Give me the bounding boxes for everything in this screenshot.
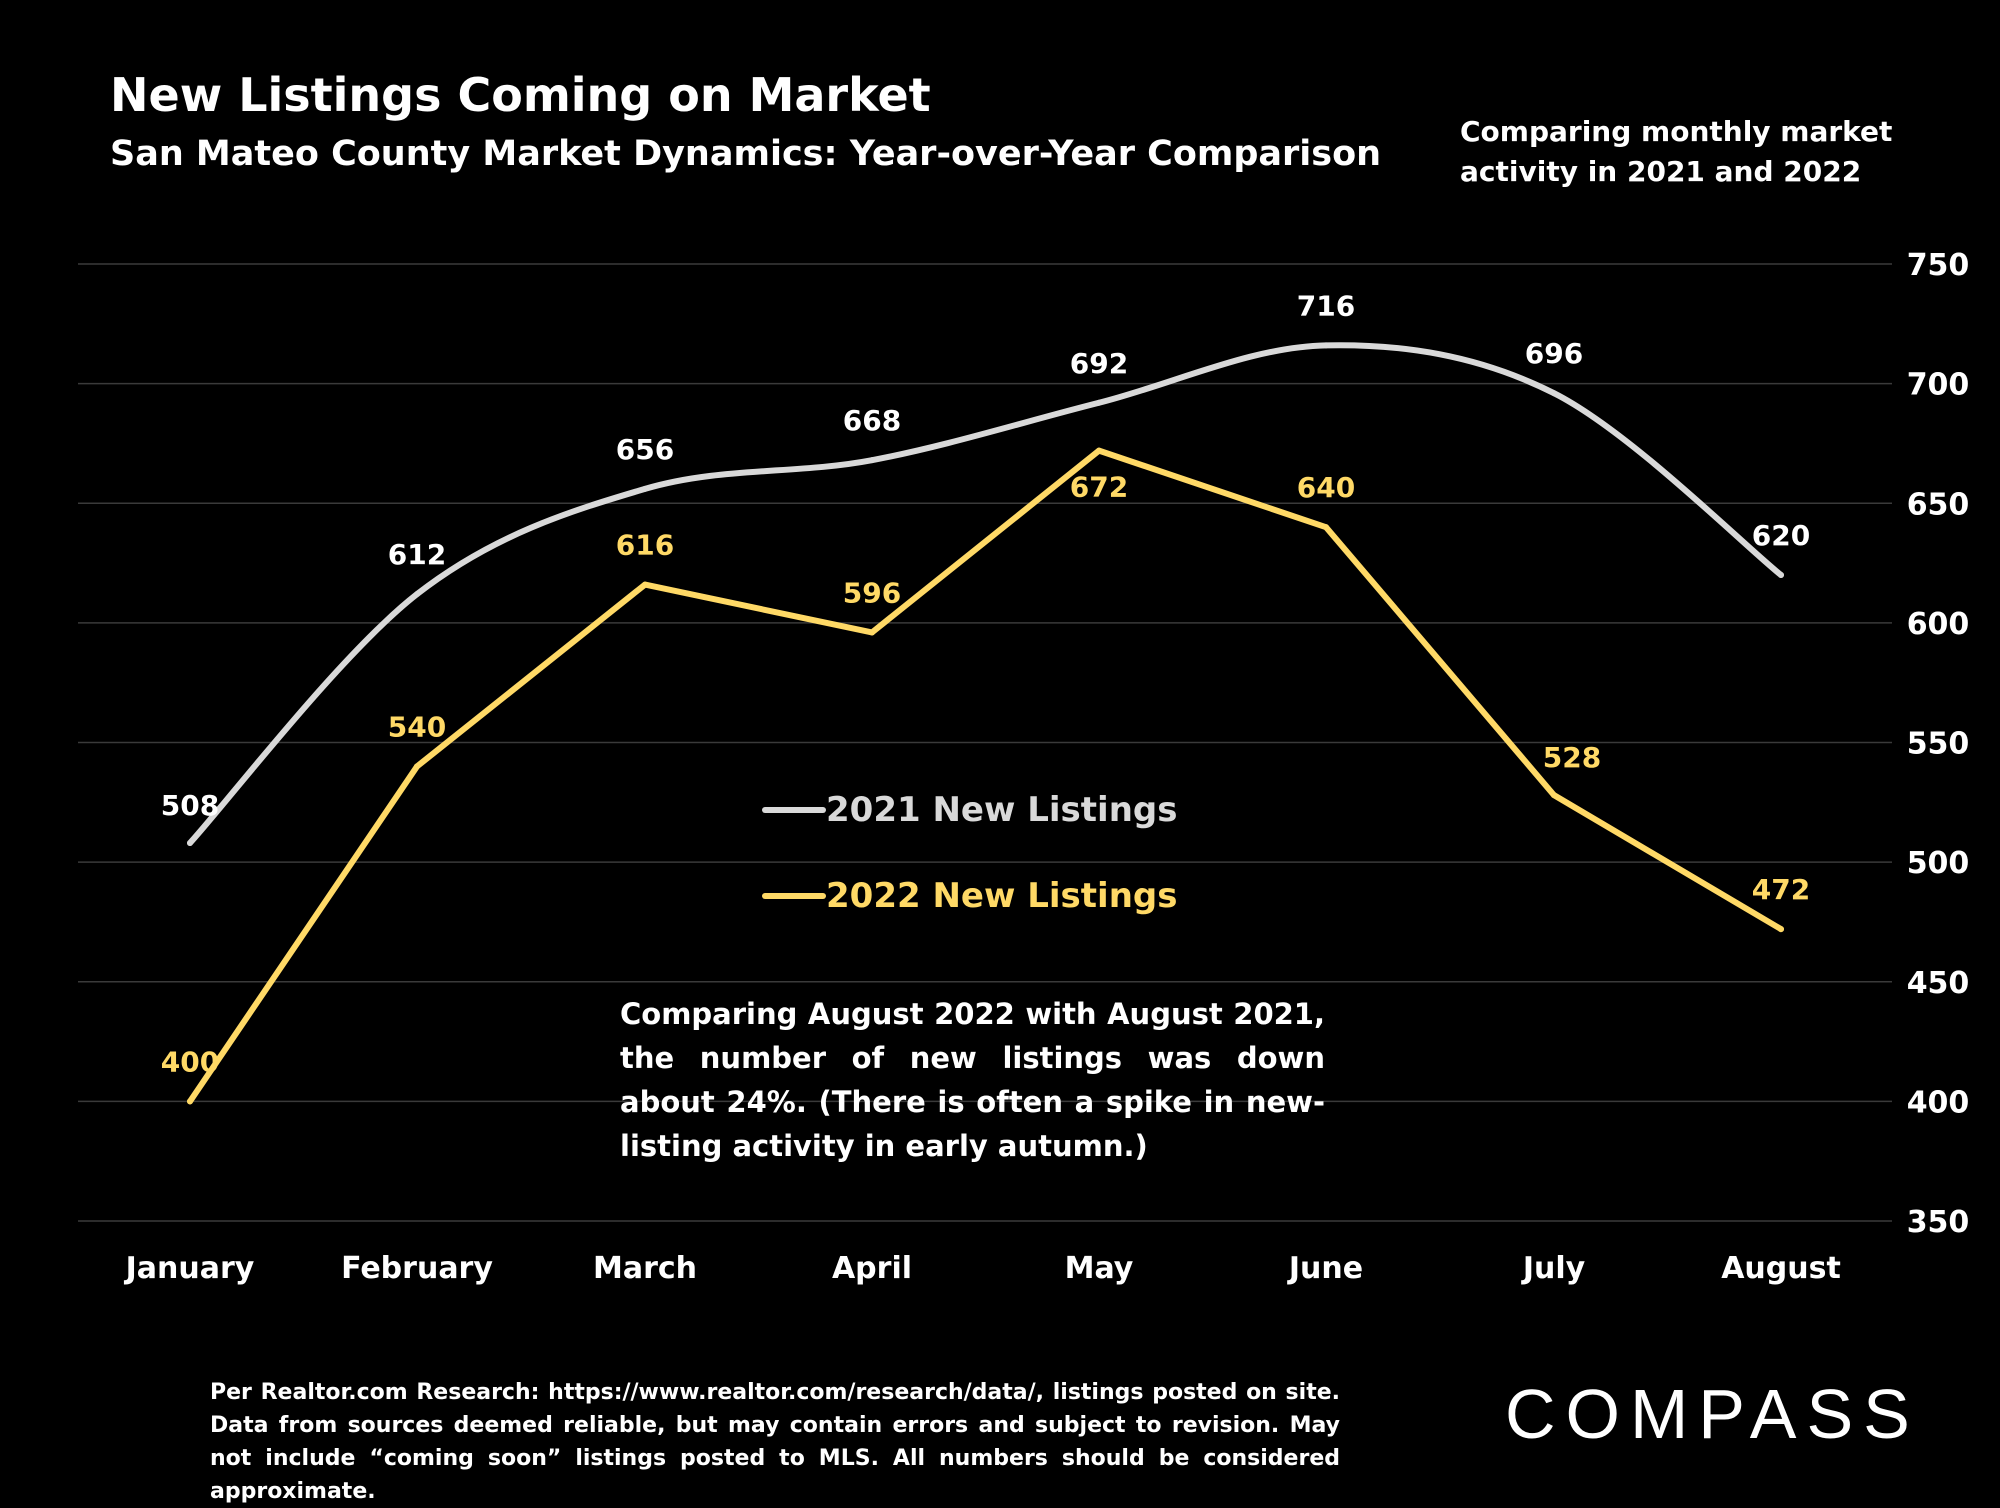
- y-tick-label: 550: [1907, 727, 1970, 762]
- x-tick-label: February: [341, 1251, 493, 1286]
- data-point: [869, 457, 875, 464]
- y-tick-label: 700: [1907, 368, 1970, 403]
- data-point: [1323, 342, 1329, 349]
- x-tick-label: June: [1287, 1251, 1363, 1286]
- side-note: Comparing monthly market activity in 202…: [1460, 115, 1893, 188]
- data-label: 672: [1070, 471, 1128, 504]
- data-point: [414, 763, 420, 770]
- data-label: 696: [1525, 337, 1583, 370]
- legend-label-2021: 2021 New Listings: [826, 790, 1178, 830]
- data-point: [1096, 447, 1102, 454]
- data-point: [1778, 572, 1784, 579]
- legend-item-2021: 2021 New Listings: [762, 790, 1177, 830]
- data-point: [1778, 926, 1784, 933]
- data-label: 472: [1752, 873, 1810, 906]
- x-tick-label: July: [1521, 1251, 1586, 1286]
- data-label: 596: [843, 576, 901, 609]
- y-tick-label: 400: [1907, 1085, 1970, 1120]
- x-tick-label: August: [1721, 1251, 1841, 1286]
- data-point: [642, 485, 648, 492]
- y-tick-label: 750: [1907, 248, 1970, 283]
- data-point: [187, 839, 193, 846]
- line-chart: 350 400 450 500 550 600 650 700 750 January Februa…: [78, 248, 1970, 1286]
- x-tick-label: May: [1065, 1251, 1134, 1286]
- chart-title: New Listings Coming on Market: [110, 68, 931, 122]
- data-label: 508: [161, 789, 219, 822]
- data-point: [1323, 524, 1329, 531]
- series-line-2022: [187, 447, 1784, 1105]
- y-tick-label: 450: [1907, 966, 1970, 1001]
- legend-swatch-2021: [762, 807, 826, 813]
- data-label: 616: [616, 529, 674, 562]
- data-point: [1551, 390, 1557, 397]
- source-footnote: Per Realtor.com Research: https://www.re…: [210, 1380, 1340, 1504]
- data-point: [1551, 792, 1557, 799]
- data-label: 692: [1070, 347, 1128, 380]
- data-point: [869, 629, 875, 636]
- data-label: 668: [843, 404, 901, 437]
- y-tick-label: 600: [1907, 607, 1970, 642]
- legend-swatch-2022: [762, 893, 826, 899]
- data-label: 540: [388, 710, 446, 743]
- x-tick-label: April: [832, 1251, 912, 1286]
- data-label: 640: [1297, 471, 1355, 504]
- y-tick-label: 500: [1907, 846, 1970, 881]
- data-label: 528: [1543, 741, 1601, 774]
- data-label: 612: [388, 538, 446, 571]
- chart-subtitle: San Mateo County Market Dynamics: Year-o…: [110, 134, 1382, 174]
- x-tick-label: March: [593, 1251, 697, 1286]
- data-point: [414, 591, 420, 598]
- data-label: 656: [616, 433, 674, 466]
- legend-label-2022: 2022 New Listings: [826, 876, 1178, 916]
- data-label: 620: [1752, 519, 1810, 552]
- y-tick-label: 650: [1907, 487, 1970, 522]
- legend-item-2022: 2022 New Listings: [762, 876, 1177, 916]
- data-label: 716: [1297, 289, 1355, 322]
- y-tick-label: 350: [1907, 1205, 1970, 1240]
- annotation-text: Comparing August 2022 with August 2021, …: [620, 997, 1325, 1163]
- x-tick-label: January: [124, 1251, 255, 1286]
- data-point: [187, 1098, 193, 1105]
- compass-logo: COMPASS: [1505, 1375, 1915, 1452]
- data-point: [642, 581, 648, 588]
- data-point: [1096, 399, 1102, 406]
- data-label: 400: [161, 1045, 219, 1078]
- logo-text: COMPASS: [1505, 1375, 1915, 1452]
